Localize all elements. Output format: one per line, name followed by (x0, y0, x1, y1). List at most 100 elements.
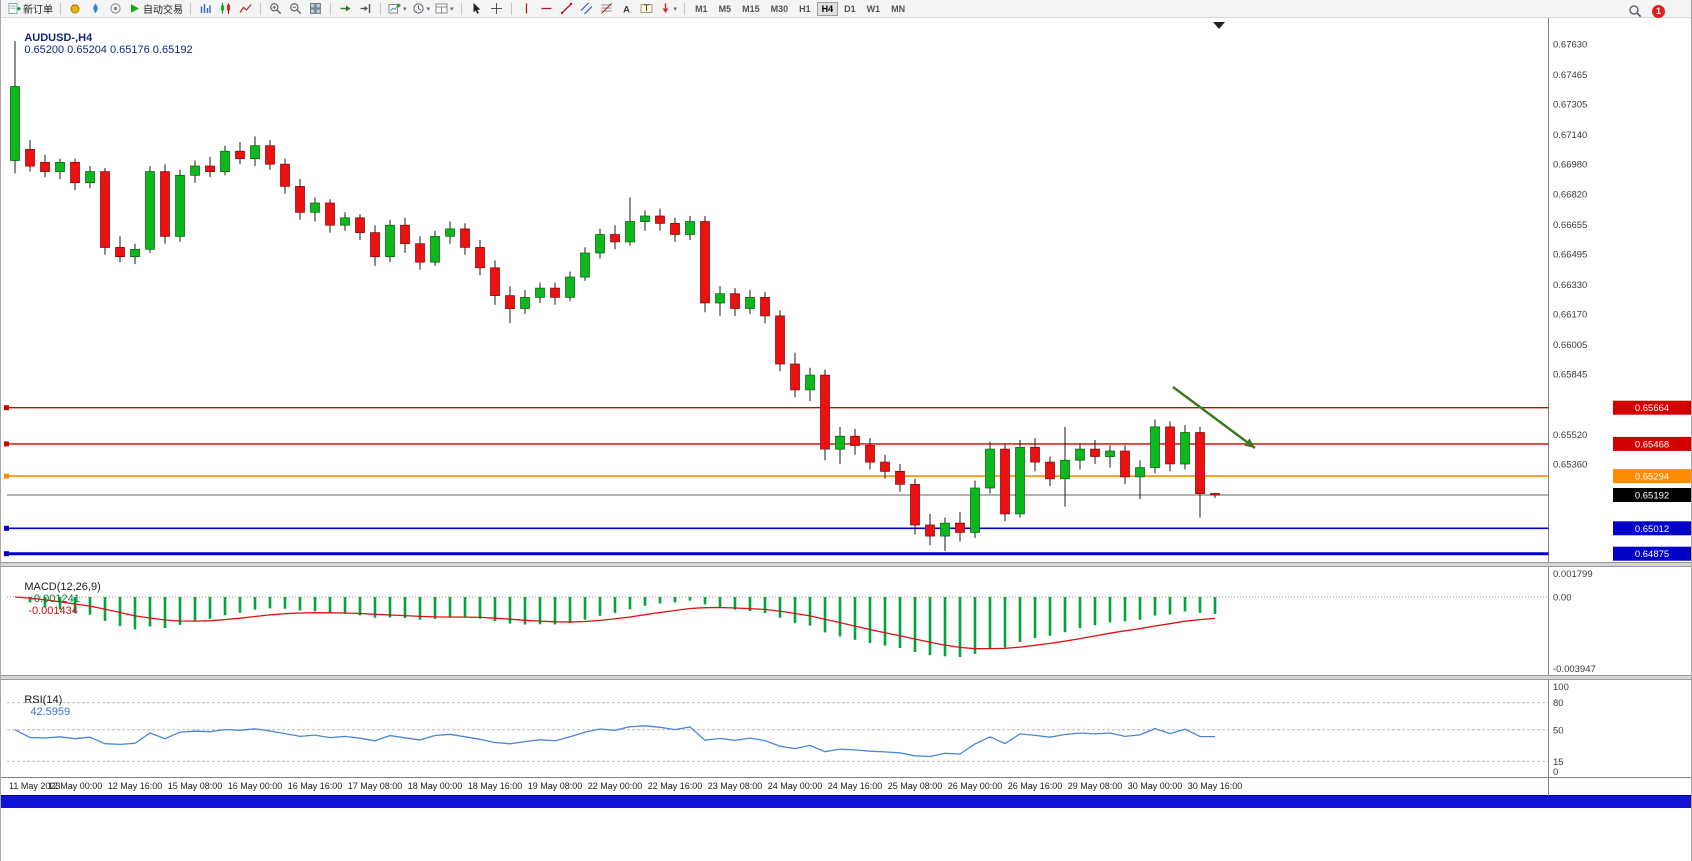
svg-text:T: T (643, 3, 649, 14)
profiles-dropdown[interactable]: ▾ (410, 1, 433, 17)
panel-divider[interactable] (1, 562, 1691, 567)
text-tool[interactable]: A (617, 1, 636, 17)
tile-windows-button[interactable] (306, 1, 325, 17)
svg-text:0.001799: 0.001799 (1553, 569, 1593, 580)
time-label: 22 May 16:00 (647, 781, 703, 791)
zoom-in-button[interactable] (266, 1, 285, 17)
timeframe-mn[interactable]: MN (891, 3, 906, 14)
svg-text:15: 15 (1553, 757, 1564, 768)
svg-text:0.66820: 0.66820 (1553, 189, 1587, 200)
svg-text:0.65664: 0.65664 (1635, 403, 1669, 414)
zoom-out-button[interactable] (286, 1, 305, 17)
macd-panel: 0.001799 0.00 -0.003947 MACD(12,26,9) -0.0… (1, 567, 1691, 675)
svg-text:0.66655: 0.66655 (1553, 220, 1587, 231)
data-window-dropdown[interactable]: ▾ (433, 1, 456, 17)
new-chart-dropdown[interactable]: ▾ (386, 1, 409, 17)
panel-divider[interactable] (1, 675, 1691, 680)
bottom-taskbar (1, 795, 1691, 808)
svg-text:0.65192: 0.65192 (1635, 491, 1669, 502)
svg-text:0.00: 0.00 (1553, 593, 1572, 604)
svg-text:0.65520: 0.65520 (1553, 430, 1587, 441)
candles[interactable] (10, 41, 1220, 551)
svg-text:80: 80 (1553, 698, 1564, 709)
timeframe-m15[interactable]: M15 (742, 3, 760, 14)
time-label: 18 May 00:00 (407, 781, 463, 791)
text-label-tool[interactable]: T (637, 1, 656, 17)
toolbar-separator (190, 2, 191, 15)
svg-text:100: 100 (1553, 682, 1569, 693)
price-chart-panel: 0.67630 0.67465 0.67305 0.67140 0.66980 0.668… (1, 18, 1691, 562)
timeframe-m30[interactable]: M30 (770, 3, 789, 14)
time-label: 25 May 08:00 (887, 781, 943, 791)
time-label: 15 May 08:00 (167, 781, 223, 791)
toolbar-separator (510, 2, 512, 15)
timeframe-m5[interactable]: M5 (718, 3, 732, 14)
macd-signal-line (14, 596, 1216, 650)
new-order-button[interactable]: 新订单 (6, 1, 55, 17)
fibonacci-tool[interactable] (597, 1, 616, 17)
toolbar-separator (684, 2, 686, 15)
svg-text:50: 50 (1553, 725, 1564, 736)
symbol-search-icon[interactable] (1625, 3, 1644, 19)
crosshair-tool-button[interactable] (487, 1, 506, 17)
macd-indicator[interactable]: 0.001799 0.00 -0.003947 (1, 567, 1692, 675)
toolbar-separator (260, 2, 261, 15)
cursor-tool-button[interactable] (467, 1, 486, 17)
timeframe-m1[interactable]: M1 (695, 3, 708, 14)
svg-text:A: A (623, 5, 630, 16)
auto-scroll-button[interactable] (336, 1, 355, 17)
horizontal-price-lines[interactable]: 0.65664 0.65468 0.65294 0.65012 0.64875 0.651… (4, 400, 1691, 561)
svg-text:0.66330: 0.66330 (1553, 280, 1587, 291)
time-label: 22 May 00:00 (587, 781, 643, 791)
channel-tool[interactable] (577, 1, 596, 17)
axis-corner-line (1548, 778, 1549, 796)
time-label: 24 May 16:00 (827, 781, 883, 791)
svg-text:0.67465: 0.67465 (1553, 70, 1587, 81)
time-label: 26 May 16:00 (1007, 781, 1063, 791)
trendline-tool[interactable] (557, 1, 576, 17)
time-label: 12 May 00:00 (47, 781, 103, 791)
rsi-indicator[interactable]: 100 80 50 150 (1, 680, 1692, 777)
svg-text:0.67630: 0.67630 (1553, 39, 1587, 50)
svg-text:0.66005: 0.66005 (1553, 340, 1587, 351)
timeframe-h4[interactable]: H4 (816, 1, 839, 16)
svg-text:0.65468: 0.65468 (1635, 439, 1669, 450)
arrows-dropdown[interactable]: ▾ (657, 1, 680, 17)
svg-text:0.65845: 0.65845 (1553, 370, 1587, 381)
candlestick-chart-button[interactable] (216, 1, 235, 17)
paint-tool-icon[interactable] (66, 1, 85, 17)
arrow-annotation[interactable] (1172, 386, 1256, 449)
chart-shift-marker[interactable] (1213, 22, 1225, 29)
timeframe-d1[interactable]: D1 (844, 3, 856, 14)
timeframe-h1[interactable]: H1 (799, 3, 811, 14)
timeframe-w1[interactable]: W1 (866, 3, 881, 14)
time-label: 18 May 16:00 (467, 781, 523, 791)
vertical-line-tool[interactable] (517, 1, 536, 17)
record-icon[interactable] (106, 1, 125, 17)
macd-histogram (28, 597, 1217, 657)
chart-shift-button[interactable] (356, 1, 375, 17)
svg-text:0.65360: 0.65360 (1553, 459, 1587, 470)
candlestick-chart[interactable]: 0.67630 0.67465 0.67305 0.67140 0.66980 0.668… (1, 18, 1692, 562)
svg-text:0.66495: 0.66495 (1553, 249, 1587, 260)
toolbar-separator (460, 2, 462, 15)
ink-tool-icon[interactable] (86, 1, 105, 17)
price-axis[interactable]: 0.67630 0.67465 0.67305 0.67140 0.66980 0.668… (1548, 18, 1588, 562)
horizontal-line-tool[interactable] (537, 1, 556, 17)
svg-text:0.67305: 0.67305 (1553, 100, 1587, 111)
auto-trading-button[interactable]: 自动交易 (126, 1, 185, 17)
time-label: 11 May 2023 (9, 781, 61, 791)
time-label: 16 May 16:00 (287, 781, 343, 791)
bar-chart-button[interactable] (196, 1, 215, 17)
time-label: 12 May 16:00 (107, 781, 163, 791)
svg-text:0.66980: 0.66980 (1553, 160, 1587, 171)
notifications-badge[interactable]: 1 (1652, 4, 1665, 18)
rsi-line (14, 725, 1216, 758)
svg-text:0: 0 (1553, 767, 1558, 777)
svg-text:0.67140: 0.67140 (1553, 130, 1587, 141)
toolbar-separator (380, 2, 381, 15)
rsi-panel: 100 80 50 15 0 RSI(14) 42.5959 (1, 680, 1691, 777)
line-chart-button[interactable] (236, 1, 255, 17)
time-axis[interactable]: 11 May 2023 12 May 00:00 12 May 16:00 15 Ma… (1, 777, 1691, 796)
